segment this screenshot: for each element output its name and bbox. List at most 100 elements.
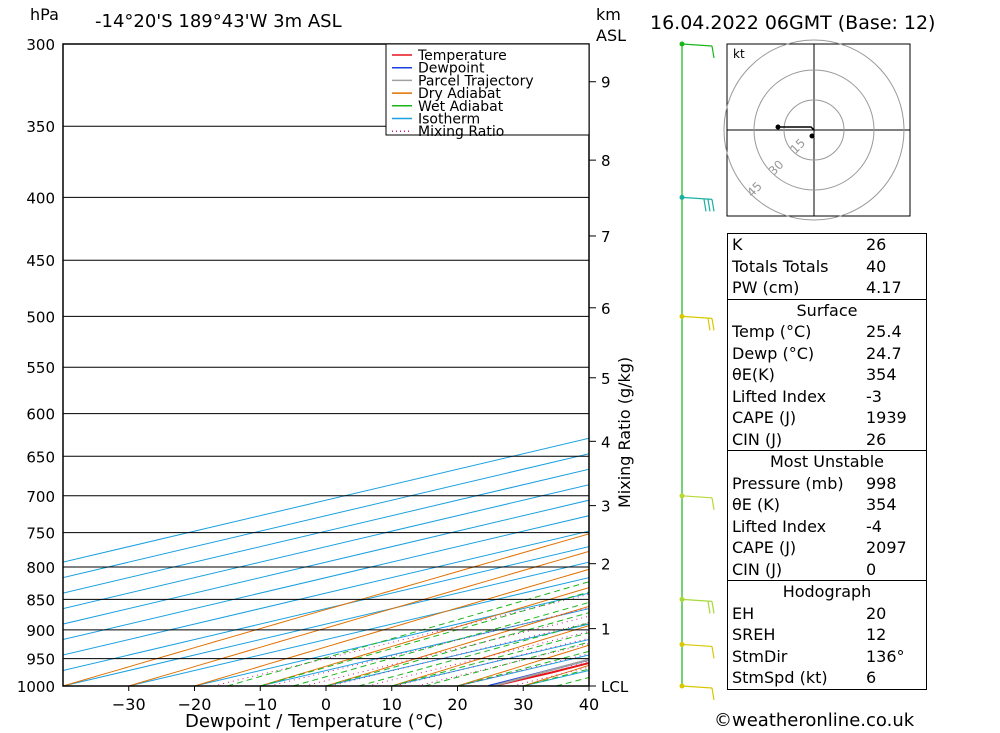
isotherm-line: [63, 499, 589, 625]
index-label: Temp (°C): [732, 322, 812, 341]
barb-shaft: [681, 315, 713, 319]
isotherm-line: [63, 530, 589, 656]
wind-barbs: [679, 41, 715, 701]
copyright-footer: ©weatheronline.co.uk: [714, 710, 915, 731]
barb-flag: [711, 646, 715, 659]
pressure-tick-label: 950: [26, 651, 55, 669]
legend-label: Dry Adiabat: [418, 86, 501, 102]
km-tick-label: LCL: [601, 678, 629, 696]
x-tick-label: −20: [178, 695, 212, 714]
index-value: 12: [866, 625, 887, 644]
index-label: θE(K): [732, 365, 775, 384]
x-tick-label: 30: [513, 695, 533, 714]
hodograph-ring: [753, 69, 875, 191]
pressure-tick-label: 900: [26, 622, 55, 640]
wet-adiabat-line: [292, 601, 589, 686]
legend-label: Parcel Trajectory: [418, 73, 534, 89]
barb-shaft: [681, 196, 713, 201]
dry-adiabat-line: [918, 44, 1000, 686]
index-value: 26: [866, 235, 887, 254]
index-row: CIN (J) 0: [728, 559, 926, 581]
isotherm-line: [128, 577, 589, 686]
index-label: CIN (J): [732, 429, 783, 449]
index-value: 0: [866, 559, 877, 579]
legend-label: Isotherm: [418, 112, 480, 128]
index-row: θE (K) 354: [728, 494, 926, 516]
index-row: EH 20: [728, 603, 926, 625]
index-label: Lifted Index: [732, 386, 827, 406]
index-label: K: [732, 235, 743, 254]
index-label: CIN (J): [732, 559, 783, 579]
pressure-lines: 300 350 400 450 500 550 600 650 700 750 800 850 900 9…: [17, 36, 589, 696]
index-value: 24.7: [866, 343, 902, 363]
location-title: -14°20'S 189°43'W 3m ASL: [95, 11, 342, 32]
x-tick-label: −10: [243, 695, 277, 714]
km-tick-label: 1: [601, 621, 611, 639]
barb-flag: [707, 318, 711, 331]
isotherm-line: [63, 515, 589, 641]
pressure-tick-label: 650: [26, 448, 55, 466]
index-row: θE(K) 354: [728, 364, 926, 386]
index-value: 354: [866, 495, 897, 514]
most-unstable-section: Most Unstable Pressure (mb) 998 θE (K) 354 L…: [727, 451, 927, 581]
index-value: 1939: [866, 408, 907, 427]
index-row: StmDir 136°: [728, 646, 926, 668]
pressure-unit: hPa: [30, 5, 59, 24]
pressure-tick-label: 1000: [17, 678, 55, 696]
index-row: K 26: [728, 234, 926, 256]
index-label: SREH: [732, 625, 776, 644]
index-value: -4: [866, 516, 882, 536]
pressure-tick-label: 350: [26, 118, 55, 136]
barb-shaft: [681, 685, 713, 689]
index-value: 354: [866, 365, 897, 384]
pressure-tick-label: 750: [26, 525, 55, 543]
pressure-tick-label: 550: [26, 359, 55, 377]
legend-label: Dewpoint: [418, 61, 485, 77]
isotherm-line: [63, 561, 589, 686]
surface-title: Surface: [796, 300, 858, 320]
hodograph-section: Hodograph EH 20 SREH 12 StmDir 136° StmSpd (kt…: [727, 581, 927, 690]
mixing-ratio-line: [213, 593, 589, 686]
legend-box: [385, 43, 590, 136]
index-row: CIN (J) 26: [728, 429, 926, 451]
hodograph-title: Hodograph: [782, 582, 872, 601]
index-label: EH: [732, 603, 755, 623]
x-tick-label: 20: [447, 695, 467, 714]
hodograph-ring: [783, 99, 845, 161]
index-row: Pressure (mb) 998: [728, 473, 926, 495]
km-label: km: [596, 5, 621, 24]
index-label: CAPE (J): [732, 408, 797, 427]
hodograph-trace: [778, 126, 815, 131]
x-tick-label: −30: [112, 695, 146, 714]
indices-panel: K 26 Totals Totals 40 PW (cm) 4.17 Surface Te…: [727, 233, 927, 690]
index-value: 40: [866, 256, 887, 276]
km-tick-label: 6: [601, 300, 611, 318]
axes: −30 −20 −10 0 10 20 30 40 9 8 7 6 5 4 3 2 1 LCL: [62, 43, 629, 714]
hodograph-ring: [723, 39, 905, 221]
index-value: -3: [866, 386, 882, 406]
x-axis-label: Dewpoint / Temperature (°C): [185, 711, 443, 732]
barb-flag: [707, 199, 711, 212]
index-label: Lifted Index: [732, 516, 827, 536]
index-label: StmSpd (kt): [732, 668, 828, 687]
x-tick-label: 0: [321, 695, 331, 714]
index-label: Totals Totals: [732, 256, 829, 276]
index-value: 20: [866, 603, 887, 623]
index-value: 136°: [866, 646, 905, 666]
barb-flag: [711, 199, 715, 212]
wet-adiabat-line: [260, 591, 589, 686]
pressure-tick-label: 400: [26, 189, 55, 207]
dry-adiabat-line: [63, 533, 589, 686]
legend-label: Mixing Ratio: [418, 124, 504, 140]
x-tick-label: 40: [579, 695, 599, 714]
km-tick-label: 9: [601, 74, 611, 92]
index-row: Dewp (°C) 24.7: [728, 343, 926, 365]
dry-adiabat-line: [984, 44, 1000, 686]
index-row: Temp (°C) 25.4: [728, 321, 926, 343]
barb-shaft: [681, 643, 713, 648]
pressure-tick-label: 850: [26, 591, 55, 609]
pressure-tick-label: 500: [26, 308, 55, 326]
